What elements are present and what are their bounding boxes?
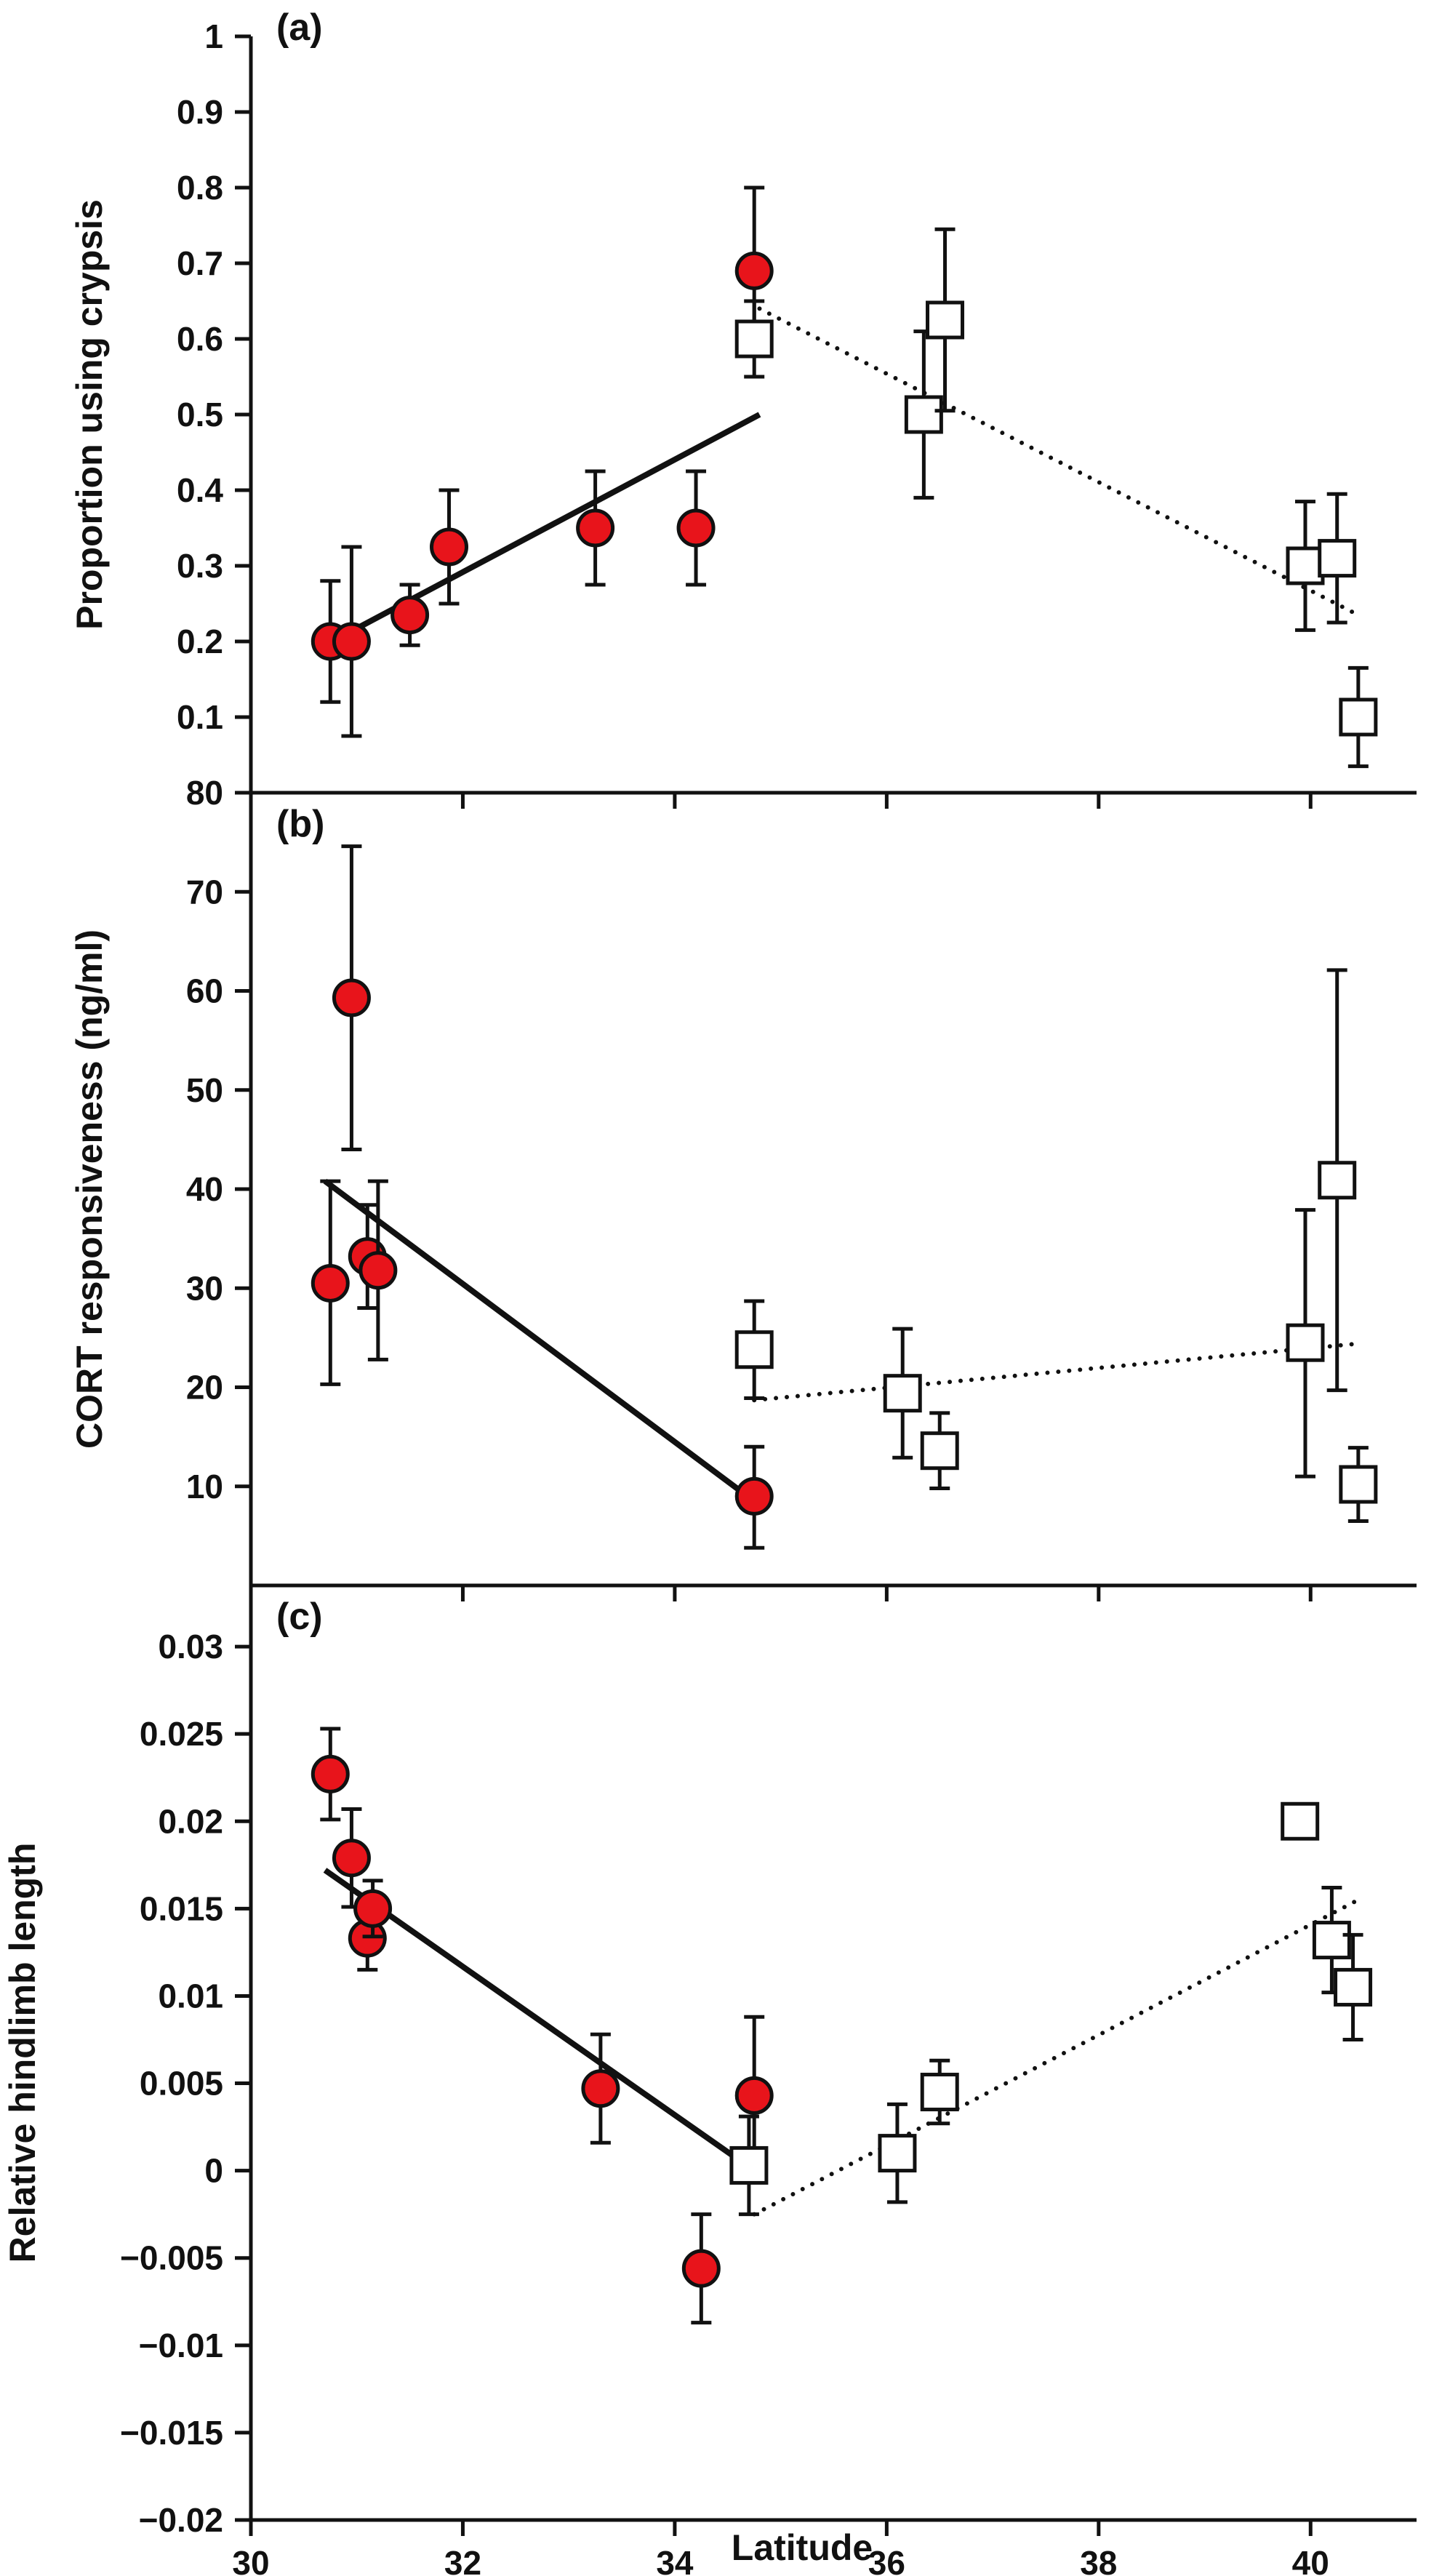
y-tick-label: 0.1: [177, 698, 223, 736]
y-axis-label: Relative hindlimb length: [2, 1843, 43, 2263]
data-point-circle: [576, 508, 615, 548]
data-point-circle: [353, 1889, 393, 1928]
data-point-circle: [734, 1476, 774, 1516]
data-point-circle: [430, 527, 469, 567]
data-point-square: [729, 2145, 769, 2185]
y-tick-label: 10: [186, 1468, 223, 1505]
trend-line-solid: [323, 1868, 756, 2173]
data-point-square: [1318, 539, 1357, 578]
data-point-square: [1281, 1801, 1320, 1841]
data-point-circle: [681, 2249, 721, 2288]
data-point-square: [926, 300, 965, 340]
y-tick-label: 0.3: [177, 547, 223, 585]
y-axis-label: Proportion using crypsis: [69, 199, 110, 630]
data-point-circle: [332, 622, 371, 661]
panel-2: 10 20 30 40 50 60 70 80 CORT responsiveness (ng/…: [69, 774, 1417, 1601]
y-tick-label: 0.03: [158, 1628, 223, 1665]
data-point-square: [920, 1431, 959, 1471]
data-point-square: [878, 2134, 917, 2173]
data-point-circle: [390, 596, 430, 635]
y-tick-label: 0.005: [140, 2065, 223, 2103]
y-tick-label: −0.02: [139, 2501, 223, 2539]
y-tick-label: −0.015: [120, 2414, 223, 2452]
panel-label: (c): [276, 1596, 323, 1638]
y-tick-label: 0.2: [177, 623, 223, 660]
x-tick-label: 36: [868, 2544, 905, 2576]
data-point-square: [734, 319, 774, 359]
y-tick-label: 1: [204, 17, 223, 55]
x-tick-label: 38: [1080, 2544, 1117, 2576]
panel-label: (b): [276, 803, 324, 845]
data-point-square: [1318, 1161, 1357, 1200]
data-point-square: [883, 1374, 922, 1413]
y-tick-label: 80: [186, 774, 223, 812]
data-point-square: [1339, 1465, 1378, 1504]
data-point-circle: [676, 508, 716, 548]
data-point-circle: [734, 251, 774, 290]
y-tick-label: 0.02: [158, 1802, 223, 1840]
y-tick-label: 70: [186, 873, 223, 911]
y-tick-label: 40: [186, 1170, 223, 1208]
trend-line-solid: [323, 1178, 756, 1504]
y-tick-label: 0.7: [177, 244, 223, 282]
y-tick-label: 0.9: [177, 93, 223, 131]
data-point-square: [734, 1330, 774, 1369]
y-tick-label: 50: [186, 1071, 223, 1109]
data-point-circle: [332, 978, 371, 1017]
y-tick-label: 0.015: [140, 1889, 223, 1927]
data-point-circle: [311, 1263, 350, 1303]
x-axis-label: Latitude: [732, 2527, 873, 2568]
y-axis-label: CORT responsiveness (ng/ml): [69, 929, 110, 1449]
y-tick-label: 0.6: [177, 320, 223, 358]
data-point-circle: [581, 2069, 620, 2108]
data-point-square: [1286, 1323, 1325, 1362]
panels: 0.1 0.2 0.3 0.4 0.5 0.6 0.7 0.8 0.9 1 Proportion u…: [2, 7, 1417, 2576]
y-tick-label: 0.8: [177, 169, 223, 207]
y-tick-label: 20: [186, 1369, 223, 1407]
y-tick-label: 0.5: [177, 396, 223, 433]
panel-3: −0.02 −0.015 −0.01 −0.005 0 0.005 0.01 0.015 0.0…: [2, 1585, 1417, 2576]
trend-line-dotted: [752, 1341, 1361, 1403]
data-point-circle: [311, 1754, 350, 1793]
trend-line-dotted: [752, 1897, 1361, 2217]
x-tick-label: 40: [1292, 2544, 1329, 2576]
panel-label: (a): [276, 7, 323, 49]
data-point-circle: [332, 1839, 371, 1878]
data-point-square: [1312, 1921, 1351, 1960]
x-tick-label: 30: [232, 2544, 269, 2576]
x-tick-label: 32: [444, 2544, 481, 2576]
data-point-square: [1334, 1967, 1373, 2007]
trend-line-dotted: [757, 306, 1361, 617]
data-point-square: [1339, 697, 1378, 737]
y-tick-label: 0.01: [158, 1977, 223, 2015]
x-tick-label: 34: [656, 2544, 694, 2576]
y-tick-label: 0.4: [177, 471, 223, 509]
y-tick-label: 0: [204, 2152, 223, 2190]
y-tick-label: −0.01: [139, 2327, 223, 2364]
y-tick-label: 30: [186, 1269, 223, 1307]
y-tick-label: −0.005: [120, 2239, 223, 2277]
data-point-square: [904, 395, 943, 434]
data-point-square: [1286, 546, 1325, 585]
data-point-circle: [359, 1251, 398, 1290]
panel-1: 0.1 0.2 0.3 0.4 0.5 0.6 0.7 0.8 0.9 1 Proportion u…: [69, 7, 1417, 809]
data-point-square: [920, 2073, 959, 2112]
data-point-circle: [734, 2076, 774, 2115]
y-tick-label: 0.025: [140, 1715, 223, 1753]
y-tick-label: 60: [186, 972, 223, 1010]
